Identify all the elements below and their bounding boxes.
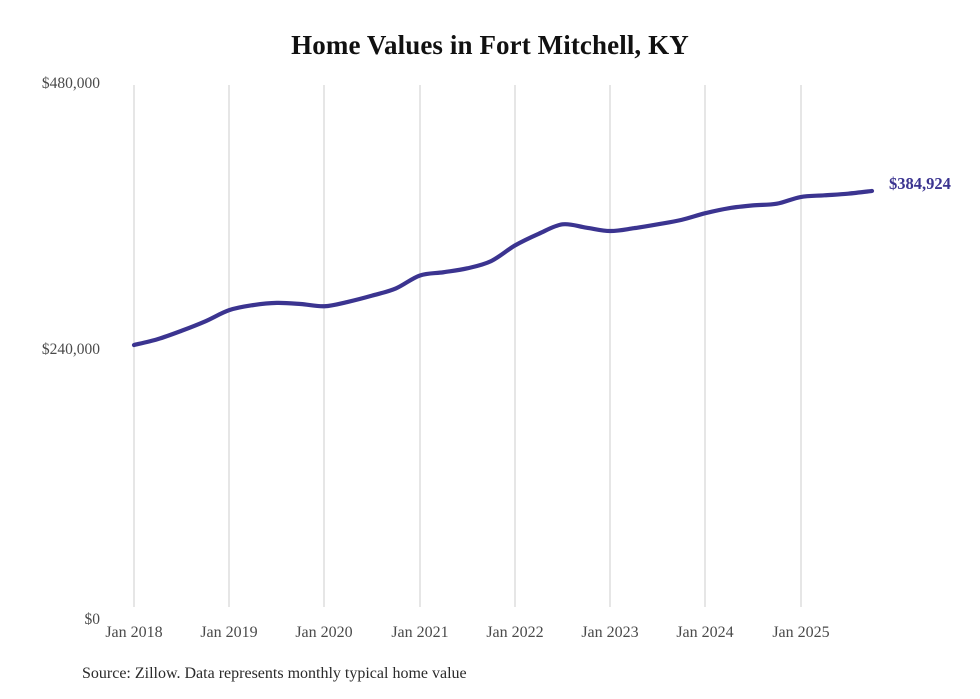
x-axis-tick-jan-2020: Jan 2020 bbox=[295, 624, 353, 641]
y-axis-tick-240000: $240,000 bbox=[41, 341, 100, 358]
x-axis-tick-jan-2022: Jan 2022 bbox=[486, 624, 544, 641]
series-end-value-label: $384,924 bbox=[889, 174, 951, 193]
x-axis-tick-jan-2024: Jan 2024 bbox=[676, 624, 734, 641]
series-line-typical-home-value bbox=[131, 188, 875, 348]
chart-title: Home Values in Fort Mitchell, KY bbox=[291, 30, 689, 60]
series-line-group bbox=[131, 188, 875, 348]
x-axis-tick-jan-2025: Jan 2025 bbox=[772, 624, 830, 641]
y-axis-tick-480000: $480,000 bbox=[41, 75, 100, 92]
x-axis-tick-jan-2018: Jan 2018 bbox=[105, 624, 163, 641]
x-axis-tick-jan-2021: Jan 2021 bbox=[391, 624, 449, 641]
source-note: Source: Zillow. Data represents monthly … bbox=[82, 665, 467, 682]
gridlines bbox=[133, 85, 802, 607]
x-axis-tick-jan-2019: Jan 2019 bbox=[200, 624, 258, 641]
y-axis-tick-0: $0 bbox=[84, 611, 101, 628]
x-axis-tick-jan-2023: Jan 2023 bbox=[581, 624, 639, 641]
